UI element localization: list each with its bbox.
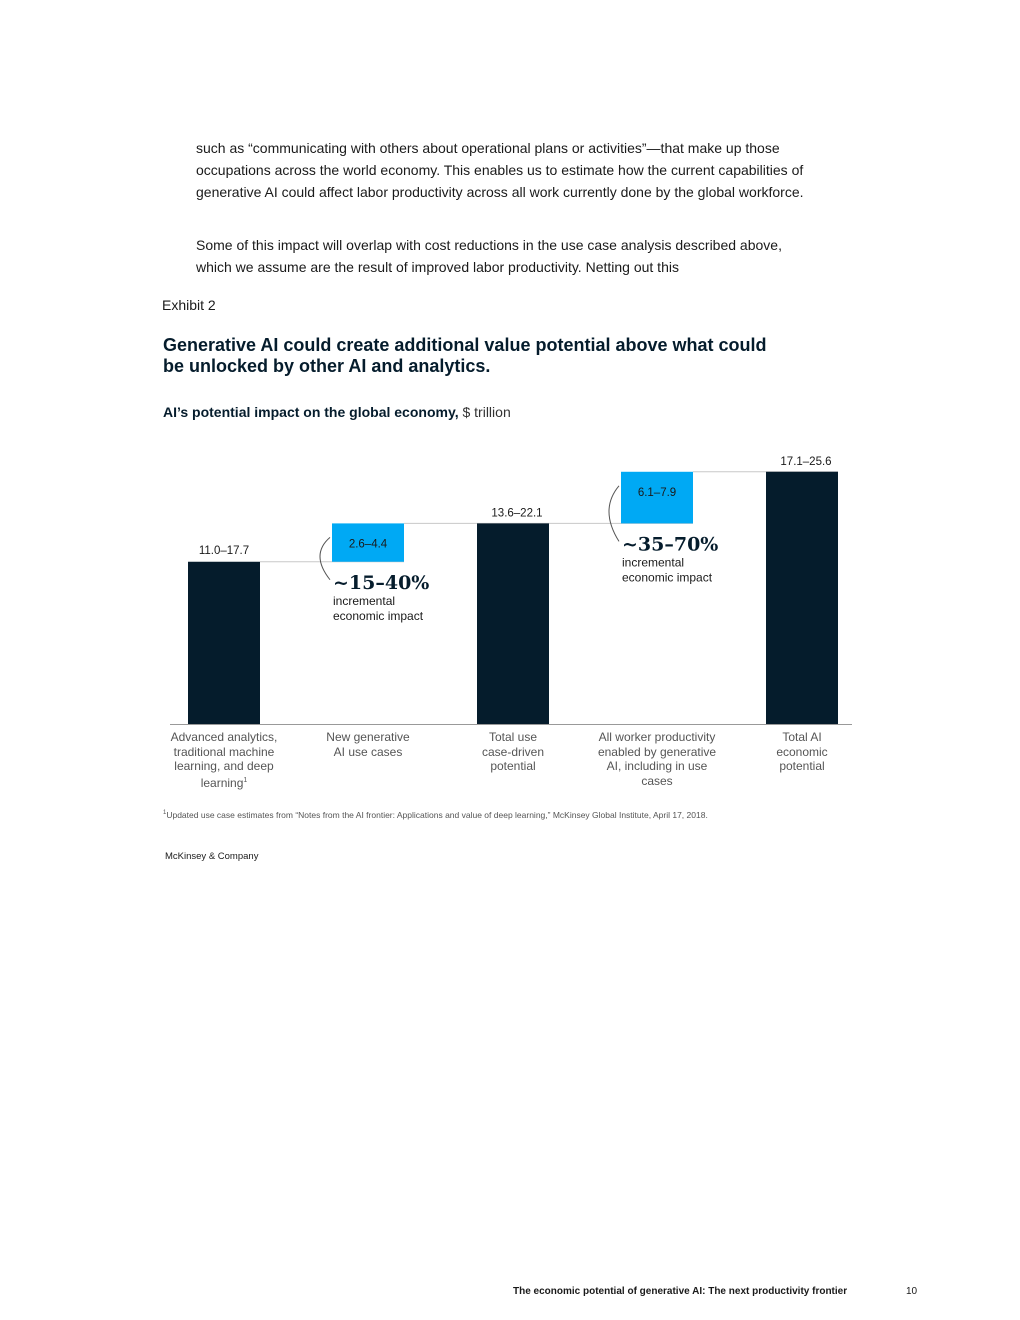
category-label-line: New generative (326, 730, 410, 744)
running-title: The economic potential of generative AI:… (513, 1286, 848, 1297)
page-number: 10 (906, 1286, 918, 1297)
chart-subtitle-unit: $ trillion (462, 404, 511, 420)
impact-percent: ~35–70% (622, 533, 718, 555)
footnote-text: Updated use case estimates from “Notes f… (166, 810, 708, 820)
bar-value-label: 2.6–4.4 (349, 538, 388, 550)
category-label-line: case-driven (481, 744, 545, 759)
category-label-line: Total AI (782, 730, 822, 744)
category-label-line: AI, including in use (606, 759, 708, 773)
impact-percent: ~15–40% (333, 572, 429, 594)
brand-name: McKinsey & Company (165, 851, 259, 862)
impact-caption: economic impact (333, 609, 424, 623)
increment-bar (332, 523, 404, 562)
chart-subtitle: AI’s potential impact on the global econ… (163, 404, 511, 420)
total-bar (766, 471, 838, 724)
category-label-line: Total use (488, 730, 538, 744)
impact-caption: incremental (622, 555, 684, 569)
increment-bar (621, 471, 693, 524)
impact-caption: incremental (333, 594, 395, 608)
bar-value-label: 17.1–25.6 (780, 456, 831, 468)
bracket (319, 537, 331, 581)
footnote-mark: 1 (163, 810, 167, 817)
category-label-line: cases (641, 773, 673, 788)
chart-subtitle-main: AI’s potential impact on the global econ… (163, 404, 459, 420)
impact-caption: economic impact (622, 570, 713, 584)
category-label-line: potential (779, 759, 825, 773)
bar-value-label: 6.1–7.9 (638, 487, 676, 499)
category-label-line: economic (776, 744, 828, 759)
category-label: New generative AI use cases (303, 730, 433, 759)
category-label-line: Advanced analytics, (170, 730, 278, 744)
category-label: Total use case-driven potential (448, 730, 578, 774)
category-label-line: potential (490, 759, 536, 773)
category-label-line: learning, and deep (174, 759, 274, 773)
category-label-line: AI use cases (333, 744, 403, 759)
category-label: All worker productivity enabled by genera… (592, 730, 722, 788)
category-label-line: learning1 (200, 775, 248, 790)
category-label-line: traditional machine (173, 744, 275, 759)
body-paragraph-2: Some of this impact will overlap with co… (196, 237, 782, 275)
category-label-line: enabled by generative (597, 744, 717, 759)
exhibit-label: Exhibit 2 (162, 297, 216, 313)
total-bar (477, 523, 549, 724)
footnote-mark: 1 (243, 776, 248, 784)
bracket (608, 485, 620, 542)
category-label: Total AI economic potential (737, 730, 867, 774)
footnote: 1Updated use case estimates from “Notes … (163, 810, 708, 820)
bar-value-label: 13.6–22.1 (491, 507, 542, 519)
category-label: Advanced analytics, traditional machine le… (159, 730, 289, 790)
waterfall-chart: 11.0–17.7 2.6–4.4 13.6–22.1 6.1–7.9 17.1–25.… (170, 456, 852, 725)
total-bar (188, 561, 260, 724)
bar-value-label: 11.0–17.7 (199, 545, 249, 557)
category-label-line: All worker productivity (598, 730, 716, 744)
body-paragraph-1: such as “communicating with others about… (196, 140, 804, 200)
exhibit-title: Generative AI could create additional va… (163, 335, 767, 376)
